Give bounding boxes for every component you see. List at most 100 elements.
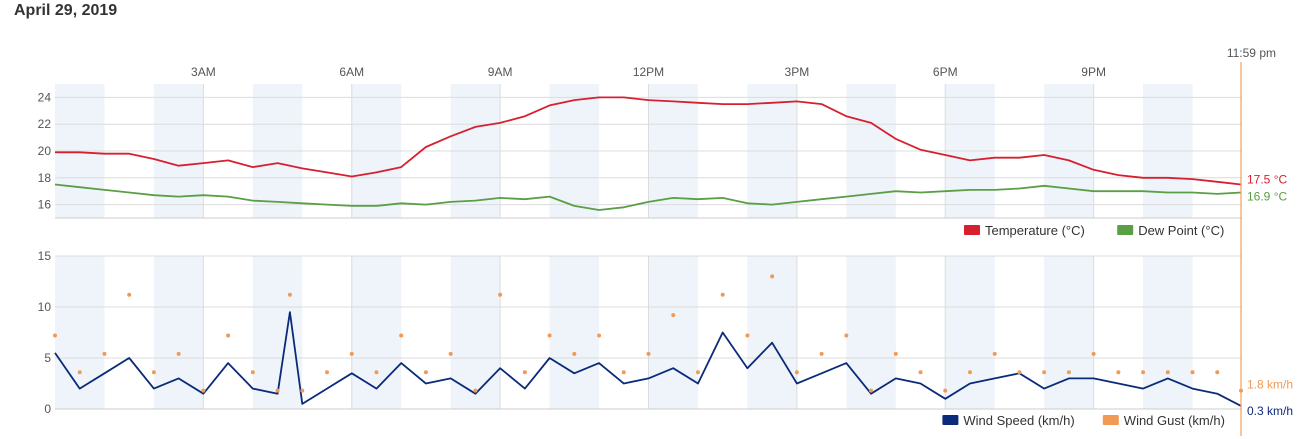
gust-point bbox=[127, 292, 132, 297]
gust-point bbox=[325, 370, 330, 375]
y-tick-label: 10 bbox=[38, 300, 52, 314]
y-tick-label: 15 bbox=[38, 249, 52, 263]
legend-swatch bbox=[964, 225, 980, 235]
axis-labels: 16 18 20 22 24 3AM 6AM 9AM 12PM 3PM 6PM 9PM 17.5 °C 1… bbox=[38, 46, 1293, 418]
temperature-line bbox=[55, 96, 1242, 186]
y-tick-label: 22 bbox=[38, 117, 52, 131]
alternating-hour-bands bbox=[55, 84, 1193, 409]
hour-band bbox=[549, 256, 600, 409]
series-end-label: 0.3 km/h bbox=[1247, 404, 1293, 418]
gust-point bbox=[967, 370, 972, 375]
y-tick-label: 20 bbox=[38, 144, 52, 158]
gust-point bbox=[522, 370, 527, 375]
gust-point bbox=[1066, 370, 1071, 375]
hour-band bbox=[252, 256, 303, 409]
gust-point bbox=[745, 333, 750, 338]
gust-point bbox=[473, 388, 478, 393]
x-tick-label: 9PM bbox=[1081, 65, 1106, 79]
gust-point bbox=[53, 333, 57, 338]
gust-point bbox=[844, 333, 849, 338]
y-tick-label: 0 bbox=[44, 402, 51, 416]
x-tick-label: 3AM bbox=[191, 65, 216, 79]
series-end-label: 1.8 km/h bbox=[1247, 378, 1293, 392]
gust-point bbox=[695, 370, 700, 375]
gust-point bbox=[671, 313, 676, 318]
plot-area bbox=[53, 62, 1244, 436]
hour-band bbox=[153, 256, 204, 409]
gust-point bbox=[992, 351, 997, 356]
gust-point bbox=[646, 351, 651, 356]
hour-band bbox=[1044, 256, 1094, 409]
time-marker-label: 11:59 pm bbox=[1227, 46, 1276, 60]
gust-point bbox=[423, 370, 428, 375]
x-tick-label: 6PM bbox=[933, 65, 958, 79]
hour-band bbox=[1143, 256, 1193, 409]
x-tick-label: 12PM bbox=[633, 65, 664, 79]
gust-point bbox=[869, 388, 874, 393]
gust-point bbox=[151, 370, 156, 375]
dew-point-line bbox=[54, 183, 1242, 211]
gust-point bbox=[547, 333, 552, 338]
x-tick-label: 3PM bbox=[785, 65, 810, 79]
x-tick-label: 6AM bbox=[339, 65, 364, 79]
gust-point bbox=[1091, 351, 1096, 356]
gust-point bbox=[770, 274, 775, 279]
gust-point bbox=[102, 351, 107, 356]
gust-point bbox=[287, 292, 292, 297]
gust-point bbox=[1141, 370, 1146, 375]
gust-point bbox=[498, 292, 503, 297]
hour-band bbox=[55, 256, 105, 409]
gust-point bbox=[250, 370, 255, 375]
gust-point bbox=[621, 370, 626, 375]
grid-lines bbox=[55, 84, 1242, 410]
gust-point bbox=[399, 333, 404, 338]
gust-point bbox=[819, 351, 824, 356]
gust-point bbox=[77, 370, 82, 375]
gust-point bbox=[1042, 370, 1047, 375]
gust-point bbox=[918, 370, 923, 375]
hour-band bbox=[450, 256, 501, 409]
gust-point bbox=[943, 388, 948, 393]
y-tick-label: 24 bbox=[38, 90, 52, 104]
wind-speed-line bbox=[54, 311, 1242, 407]
series-end-label: 16.9 °C bbox=[1247, 190, 1287, 204]
hour-band bbox=[747, 256, 797, 409]
gust-point bbox=[300, 388, 305, 393]
hour-band bbox=[945, 256, 995, 409]
gust-point bbox=[448, 351, 453, 356]
series-end-label: 17.5 °C bbox=[1247, 173, 1287, 187]
gust-point bbox=[1116, 370, 1121, 375]
hour-band bbox=[648, 256, 698, 409]
y-tick-label: 5 bbox=[44, 351, 51, 365]
legend-swatch bbox=[942, 415, 959, 425]
gust-point bbox=[1190, 370, 1195, 375]
hour-band bbox=[351, 256, 402, 409]
gust-point bbox=[275, 388, 280, 393]
gust-point bbox=[1215, 370, 1220, 375]
gust-point bbox=[572, 351, 577, 356]
gust-point bbox=[893, 351, 898, 356]
gust-point bbox=[374, 370, 379, 375]
y-tick-label: 16 bbox=[38, 198, 52, 212]
legend-swatch bbox=[1117, 225, 1134, 235]
gust-point bbox=[1165, 370, 1170, 375]
x-tick-label: 9AM bbox=[488, 65, 513, 79]
gust-point bbox=[794, 370, 799, 375]
legend-label: Wind Gust (km/h) bbox=[1124, 413, 1225, 428]
legend: Temperature (°C) Dew Point (°C) Wind Speed… bbox=[942, 223, 1225, 428]
gust-point bbox=[1017, 370, 1022, 375]
legend-label: Dew Point (°C) bbox=[1138, 223, 1224, 238]
hour-band bbox=[846, 256, 896, 409]
chart-date-title: April 29, 2019 bbox=[14, 2, 118, 19]
gust-point bbox=[597, 333, 602, 338]
legend-label: Temperature (°C) bbox=[985, 223, 1085, 238]
gust-point bbox=[226, 333, 231, 338]
legend-swatch bbox=[1102, 415, 1119, 425]
gust-point bbox=[720, 292, 725, 297]
y-tick-label: 18 bbox=[38, 171, 52, 185]
gust-point bbox=[176, 351, 181, 356]
legend-label: Wind Speed (km/h) bbox=[963, 413, 1074, 428]
gust-point bbox=[349, 351, 354, 356]
gust-point bbox=[201, 388, 206, 393]
